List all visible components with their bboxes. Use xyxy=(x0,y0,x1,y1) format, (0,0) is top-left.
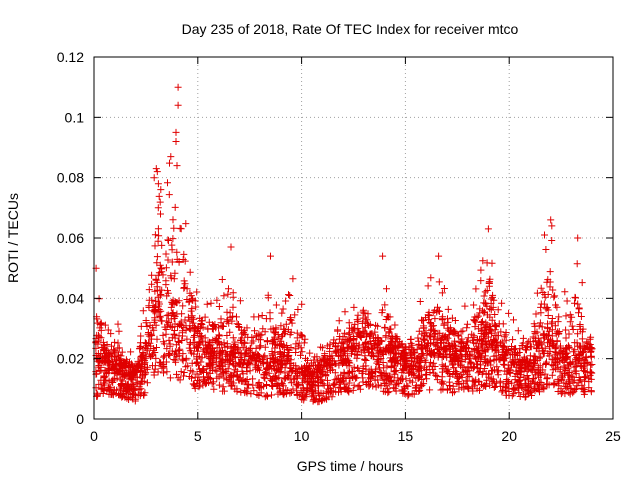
y-tick-label: 0.12 xyxy=(57,49,84,65)
x-axis-title: GPS time / hours xyxy=(297,458,404,474)
x-tick-label: 5 xyxy=(194,428,202,444)
x-tick-label: 15 xyxy=(398,428,414,444)
axis-ticks: 0 0.02 0.04 0.06 0.08 0.1 0.12 0 5 10 15 20 25 xyxy=(57,49,621,444)
x-tick-label: 25 xyxy=(605,428,621,444)
x-tick-label: 0 xyxy=(90,428,98,444)
y-tick-label: 0.08 xyxy=(57,170,84,186)
x-tick-label: 20 xyxy=(501,428,517,444)
y-tick-label: 0.02 xyxy=(57,351,84,367)
y-tick-label: 0.1 xyxy=(65,109,85,125)
y-tick-label: 0.04 xyxy=(57,290,84,306)
chart-title: Day 235 of 2018, Rate Of TEC Index for r… xyxy=(182,21,519,37)
data-points xyxy=(92,83,596,406)
x-tick-label: 10 xyxy=(294,428,310,444)
y-axis-title: ROTI / TECUs xyxy=(5,193,21,283)
y-tick-label: 0.06 xyxy=(57,230,84,246)
y-tick-label: 0 xyxy=(76,411,84,427)
roti-points xyxy=(92,83,596,406)
